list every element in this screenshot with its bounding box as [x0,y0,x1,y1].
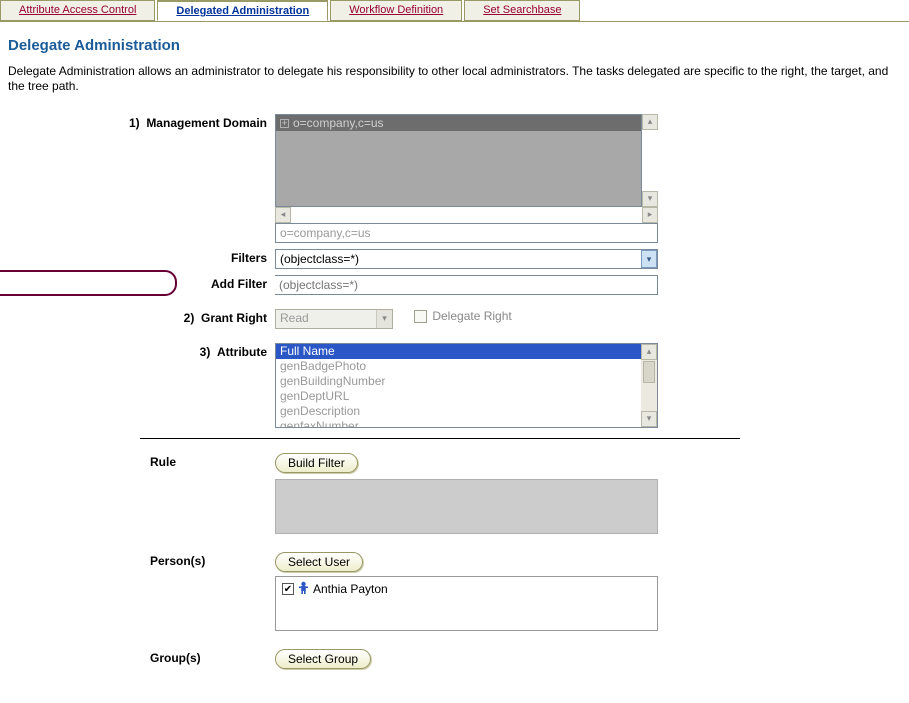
dropdown-icon[interactable]: ▾ [376,310,392,328]
tree-hscroll[interactable]: ◂ ▸ [275,207,658,223]
filters-select[interactable]: (objectclass=*) ▾ [275,249,658,269]
scroll-down-icon[interactable]: ▾ [641,411,657,427]
tree-expand-icon[interactable]: + [280,119,289,128]
label-persons: Person(s) [10,552,275,568]
scroll-up-icon[interactable]: ▴ [641,344,657,360]
tab-set-searchbase[interactable]: Set Searchbase [464,0,580,21]
management-domain-tree[interactable]: + o=company,c=us [275,114,642,207]
label-rule: Rule [10,453,275,469]
rule-textarea[interactable] [275,479,658,534]
list-item[interactable]: genDescription [276,404,641,419]
scroll-up-icon[interactable]: ▴ [642,114,658,130]
section-divider [140,438,740,439]
tab-bar: Attribute Access Control Delegated Admin… [0,0,909,22]
label-add-filter: Add Filter [10,275,275,291]
grant-right-select[interactable]: Read ▾ [275,309,393,329]
label-groups: Group(s) [10,649,275,665]
list-item[interactable]: genBadgePhoto [276,359,641,374]
label-filters: Filters [10,249,275,265]
checkbox-icon[interactable]: ✔ [282,583,294,595]
scroll-right-icon[interactable]: ▸ [642,207,658,223]
list-item[interactable]: ✔ Anthia Payton [282,581,651,597]
list-item[interactable]: genBuildingNumber [276,374,641,389]
scroll-thumb[interactable] [643,361,655,383]
checkbox-icon[interactable] [414,310,427,323]
person-icon [298,581,309,597]
add-filter-input[interactable] [275,275,658,295]
label-attribute: 3) Attribute [10,343,275,359]
select-group-button[interactable]: Select Group [275,649,371,669]
tab-delegated-administration[interactable]: Delegated Administration [157,0,328,21]
grant-right-value: Read [280,311,309,325]
select-user-button[interactable]: Select User [275,552,363,572]
label-management-domain: 1) Management Domain [10,114,275,130]
attribute-scrollbar[interactable]: ▴ ▾ [641,344,657,427]
list-item[interactable]: Full Name [276,344,641,359]
label-grant-right: 2) Grant Right [10,309,275,325]
scroll-left-icon[interactable]: ◂ [275,207,291,223]
page-title: Delegate Administration [0,22,909,64]
tree-vscroll[interactable]: ▴ ▾ [642,114,658,207]
page-description: Delegate Administration allows an admini… [0,64,909,114]
management-domain-path-input[interactable] [275,223,658,243]
person-name: Anthia Payton [313,582,388,596]
attribute-listbox[interactable]: Full Name genBadgePhoto genBuildingNumbe… [275,343,658,428]
list-item[interactable]: genfaxNumber [276,419,641,427]
tree-root-label[interactable]: o=company,c=us [293,116,384,130]
delegate-right-checkbox[interactable]: Delegate Right [414,309,511,323]
persons-list: ✔ Anthia Payton [275,576,658,631]
tab-attribute-access-control[interactable]: Attribute Access Control [0,0,155,21]
build-filter-button[interactable]: Build Filter [275,453,358,473]
delegate-right-label: Delegate Right [432,309,511,323]
list-item[interactable]: genDeptURL [276,389,641,404]
dropdown-icon[interactable]: ▾ [641,250,657,268]
filters-selected-value: (objectclass=*) [280,252,359,266]
scroll-down-icon[interactable]: ▾ [642,191,658,207]
tab-workflow-definition[interactable]: Workflow Definition [330,0,462,21]
